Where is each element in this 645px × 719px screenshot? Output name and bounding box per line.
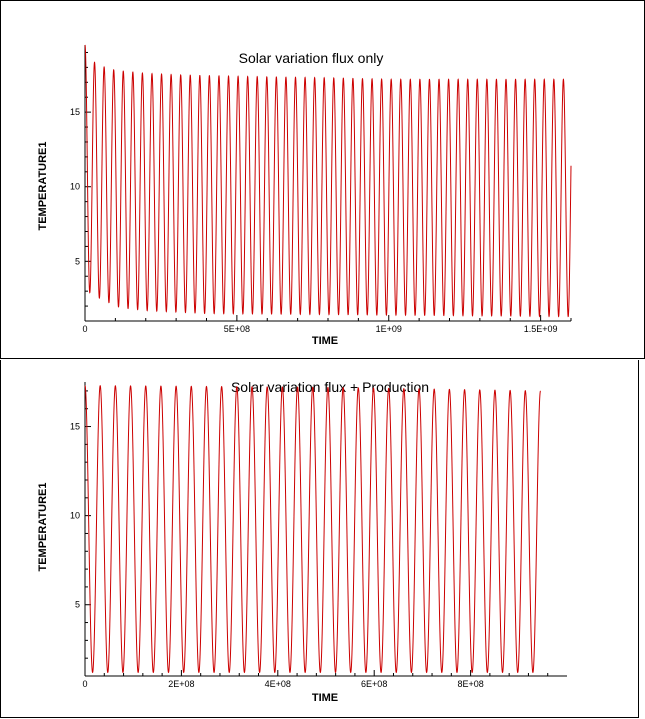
x-tick-label: 2E+08 [168, 679, 194, 689]
y-tick-label: 5 [75, 256, 80, 266]
axes [84, 382, 567, 677]
series [84, 384, 541, 674]
y-tick-label: 10 [70, 182, 80, 192]
y-tick-label: 5 [75, 600, 80, 610]
y-tick-label: 15 [70, 422, 80, 432]
x-tick-label: 0 [82, 324, 87, 334]
y-tick-label: 10 [70, 511, 80, 521]
x-tick-label: 8E+08 [457, 679, 483, 689]
chart-2: Solar variation flux + Production TIME T… [37, 379, 567, 704]
series-line [84, 384, 541, 674]
series [84, 44, 572, 318]
x-axis-title: TIME [312, 692, 338, 704]
x-axis-title: TIME [312, 335, 338, 347]
y-axis-title: TEMPERATURE1 [37, 482, 49, 571]
x-tick-label: 6E+08 [361, 679, 387, 689]
chart-panel-2: Solar variation flux + Production TIME T… [0, 360, 639, 718]
y-axis-title: TEMPERATURE1 [37, 141, 49, 230]
series-line [84, 44, 572, 318]
chart-title: Solar variation flux only [239, 50, 384, 66]
chart-title: Solar variation flux + Production [231, 379, 429, 395]
x-tick-label: 1E+09 [376, 324, 402, 334]
x-tick-label: 0 [82, 679, 87, 689]
chart-1: Solar variation flux only TIME TEMPERATU… [37, 44, 572, 347]
x-tick-label: 1.5E+09 [524, 324, 558, 334]
x-tick-label: 4E+08 [265, 679, 291, 689]
y-tick-label: 15 [70, 107, 80, 117]
ticks: 5 10 15 0 2E+08 4E+08 6E+08 8E+08 [70, 390, 549, 689]
ticks: 5 10 15 0 5E+08 1E+09 1.5E+09 [70, 51, 572, 334]
x-tick-label: 5E+08 [224, 324, 250, 334]
chart-panel-1: Solar variation flux only TIME TEMPERATU… [0, 0, 645, 359]
